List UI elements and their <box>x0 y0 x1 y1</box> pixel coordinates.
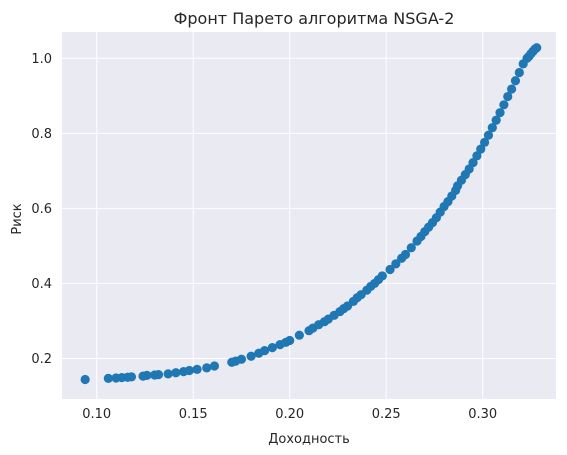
y-tick-labels: 0.2 0.4 0.6 0.8 1.0 <box>31 52 52 367</box>
data-point <box>209 361 220 371</box>
y-tick-label: 0.8 <box>31 127 52 142</box>
data-point <box>202 363 212 373</box>
chart-title: Фронт Парето алгоритма NSGA-2 <box>174 9 455 28</box>
x-tick-labels: 0.10 0.15 0.20 0.25 0.30 <box>82 407 497 422</box>
data-point <box>171 368 181 378</box>
data-point <box>503 91 513 102</box>
y-tick-label: 1.0 <box>31 52 52 67</box>
data-point <box>491 115 501 125</box>
data-point <box>495 108 505 118</box>
x-tick-label: 0.30 <box>468 407 497 422</box>
data-point <box>507 84 517 94</box>
data-point <box>391 259 401 269</box>
data-point <box>400 249 411 260</box>
data-point <box>468 157 478 168</box>
data-point <box>236 354 247 364</box>
data-point <box>260 345 270 356</box>
data-point <box>487 123 497 133</box>
x-tick-label: 0.25 <box>372 407 401 422</box>
data-point <box>499 100 509 110</box>
data-point <box>246 351 256 361</box>
x-tick-label: 0.15 <box>179 407 208 422</box>
data-point <box>472 151 482 161</box>
data-point <box>126 372 137 382</box>
data-point <box>285 335 295 346</box>
data-point <box>163 369 173 379</box>
scatter-points <box>80 43 542 385</box>
data-point <box>476 144 486 154</box>
data-point <box>142 370 152 380</box>
x-tick-label: 0.20 <box>275 407 304 422</box>
data-point <box>377 271 387 281</box>
plot-background <box>62 32 556 399</box>
data-point <box>514 67 524 78</box>
data-point <box>267 342 277 353</box>
data-point <box>294 330 304 340</box>
data-point <box>406 243 416 253</box>
data-point <box>480 137 490 147</box>
data-point <box>510 76 521 86</box>
data-point <box>192 364 202 374</box>
data-point <box>532 43 542 53</box>
data-point <box>153 370 164 380</box>
data-point <box>483 130 494 140</box>
y-tick-label: 0.2 <box>31 352 52 367</box>
data-point <box>184 365 194 376</box>
plot-area <box>62 32 556 399</box>
data-point <box>385 264 395 275</box>
data-point <box>103 373 113 383</box>
y-tick-label: 0.6 <box>31 202 52 217</box>
y-tick-label: 0.4 <box>31 277 52 292</box>
x-axis-label: Доходность <box>268 432 350 447</box>
grid <box>62 32 556 399</box>
y-axis-label: Риск <box>10 203 25 234</box>
x-tick-label: 0.10 <box>82 407 111 422</box>
data-point <box>80 374 90 385</box>
